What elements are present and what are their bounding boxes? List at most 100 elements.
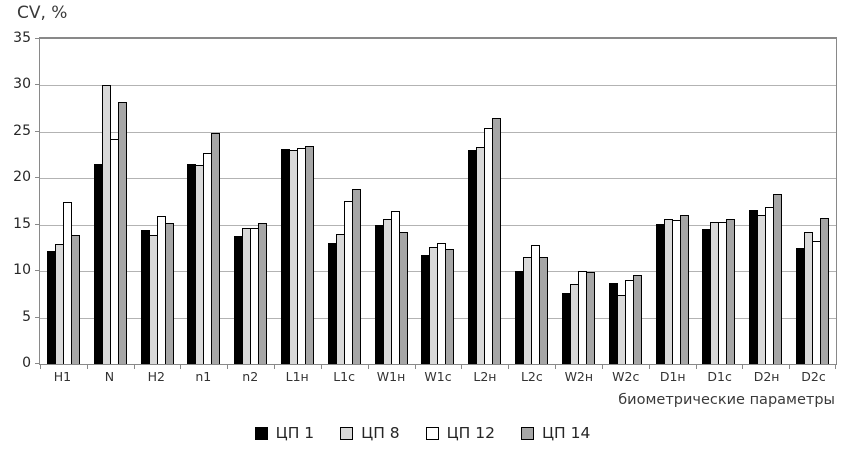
x-tick-label: L1н (285, 369, 309, 384)
legend-item-2: ЦП 12 (425, 424, 495, 442)
y-tick-label: 10 (13, 262, 31, 279)
bar (539, 257, 549, 364)
bar (445, 248, 455, 364)
bar (632, 274, 642, 364)
bar-group-D2с (789, 39, 836, 364)
bar-group-L2с (508, 39, 555, 364)
x-tick-mark (414, 364, 416, 369)
x-tick-label: n1 (195, 369, 212, 384)
y-tick-label: 30 (13, 76, 31, 93)
x-tick-mark (508, 364, 510, 369)
x-tick-mark (367, 364, 369, 369)
x-tick-mark (40, 364, 41, 369)
bar (679, 214, 689, 364)
legend-label: ЦП 14 (541, 424, 591, 442)
bar (305, 145, 315, 364)
x-tick-mark (461, 364, 463, 369)
bar (398, 232, 408, 364)
gridline-y-15 (40, 224, 836, 226)
x-tick-mark (555, 364, 557, 369)
x-tick-mark (274, 364, 276, 369)
bar (726, 219, 736, 364)
x-tick-label: L2с (520, 369, 543, 384)
legend-label: ЦП 12 (446, 424, 495, 442)
x-tick-label: W1н (376, 369, 406, 384)
legend-label: ЦП 1 (275, 424, 315, 442)
bar-group-W2н (555, 39, 602, 364)
x-tick-mark (601, 364, 603, 369)
y-tick-mark (35, 363, 40, 364)
x-tick-label: L1с (333, 369, 355, 384)
bar (258, 222, 268, 364)
bar (117, 102, 127, 364)
bar-group-D1н (649, 39, 696, 364)
bar (211, 132, 221, 364)
gridline-y-20 (40, 178, 836, 180)
legend-item-0: ЦП 1 (254, 424, 315, 442)
x-tick-mark (227, 364, 229, 369)
y-tick-label: 35 (13, 30, 31, 46)
bar (820, 218, 830, 364)
x-tick-label: D1с (707, 369, 732, 384)
bar (492, 117, 502, 364)
bar-group-n2 (227, 39, 274, 364)
bar (351, 188, 361, 364)
y-tick-label: 25 (13, 122, 31, 139)
y-tick-label: 5 (22, 308, 31, 325)
y-tick-mark (35, 223, 40, 225)
legend-item-1: ЦП 8 (340, 424, 400, 442)
x-tick-mark (180, 364, 182, 369)
x-tick-mark (133, 364, 135, 369)
legend-swatch-icon (520, 426, 534, 440)
plot-area: 35 30 25 20 15 10 5 0 (13, 30, 837, 371)
x-tick-label: W1с (424, 369, 452, 384)
x-tick-mark (835, 364, 836, 369)
bar-group-D1с (696, 39, 743, 364)
x-tick-label: L2н (473, 369, 497, 384)
legend-swatch-icon (254, 426, 268, 440)
x-tick-label: D2с (801, 369, 826, 384)
legend-label: ЦП 8 (361, 424, 400, 442)
y-tick-label: 20 (13, 169, 31, 186)
bar (70, 234, 80, 364)
legend-swatch-icon (340, 426, 354, 440)
bar (164, 222, 174, 364)
x-tick-mark (742, 364, 744, 369)
y-tick-mark (35, 84, 40, 86)
x-tick-mark (789, 364, 791, 369)
bar-group-H2 (134, 39, 181, 364)
bar-group-W1с (415, 39, 462, 364)
bar-group-H1 (40, 39, 87, 364)
bar-group-D2н (742, 39, 789, 364)
x-tick-label: D2н (753, 369, 780, 384)
legend: ЦП 1 ЦП 8 ЦП 12 ЦП 14 (0, 424, 845, 442)
bar-group-n1 (180, 39, 227, 364)
x-tick-mark (648, 364, 650, 369)
x-axis-title: биометрические параметры (618, 392, 835, 408)
bar (773, 194, 783, 364)
x-tick-mark (86, 364, 88, 369)
y-tick-mark (35, 177, 40, 179)
x-tick-mark (695, 364, 697, 369)
y-axis-title: CV, % (17, 3, 68, 23)
gridline-y-30 (40, 85, 836, 87)
y-tick-mark (35, 38, 40, 39)
y-tick-mark (35, 130, 40, 132)
bar-group-L1с (321, 39, 368, 364)
bar-group-L1н (274, 39, 321, 364)
legend-swatch-icon (425, 426, 439, 440)
bar-group-W2с (602, 39, 649, 364)
x-tick-label: W2с (612, 369, 640, 384)
x-tick-label: N (104, 369, 115, 384)
x-axis-labels: H1 N H2 n1 n2 L1н L1с W1н W1с L2н L2с W2н W2с D1н D1с D… (39, 369, 837, 387)
bar-group-W1н (368, 39, 415, 364)
legend-item-3: ЦП 14 (520, 424, 591, 442)
gridline-y-25 (40, 131, 836, 133)
y-tick-mark (35, 316, 40, 318)
x-tick-mark (320, 364, 322, 369)
x-tick-label: H1 (53, 369, 72, 384)
y-tick-label: 15 (13, 215, 31, 232)
bar (585, 272, 595, 364)
bar-group-L2н (461, 39, 508, 364)
